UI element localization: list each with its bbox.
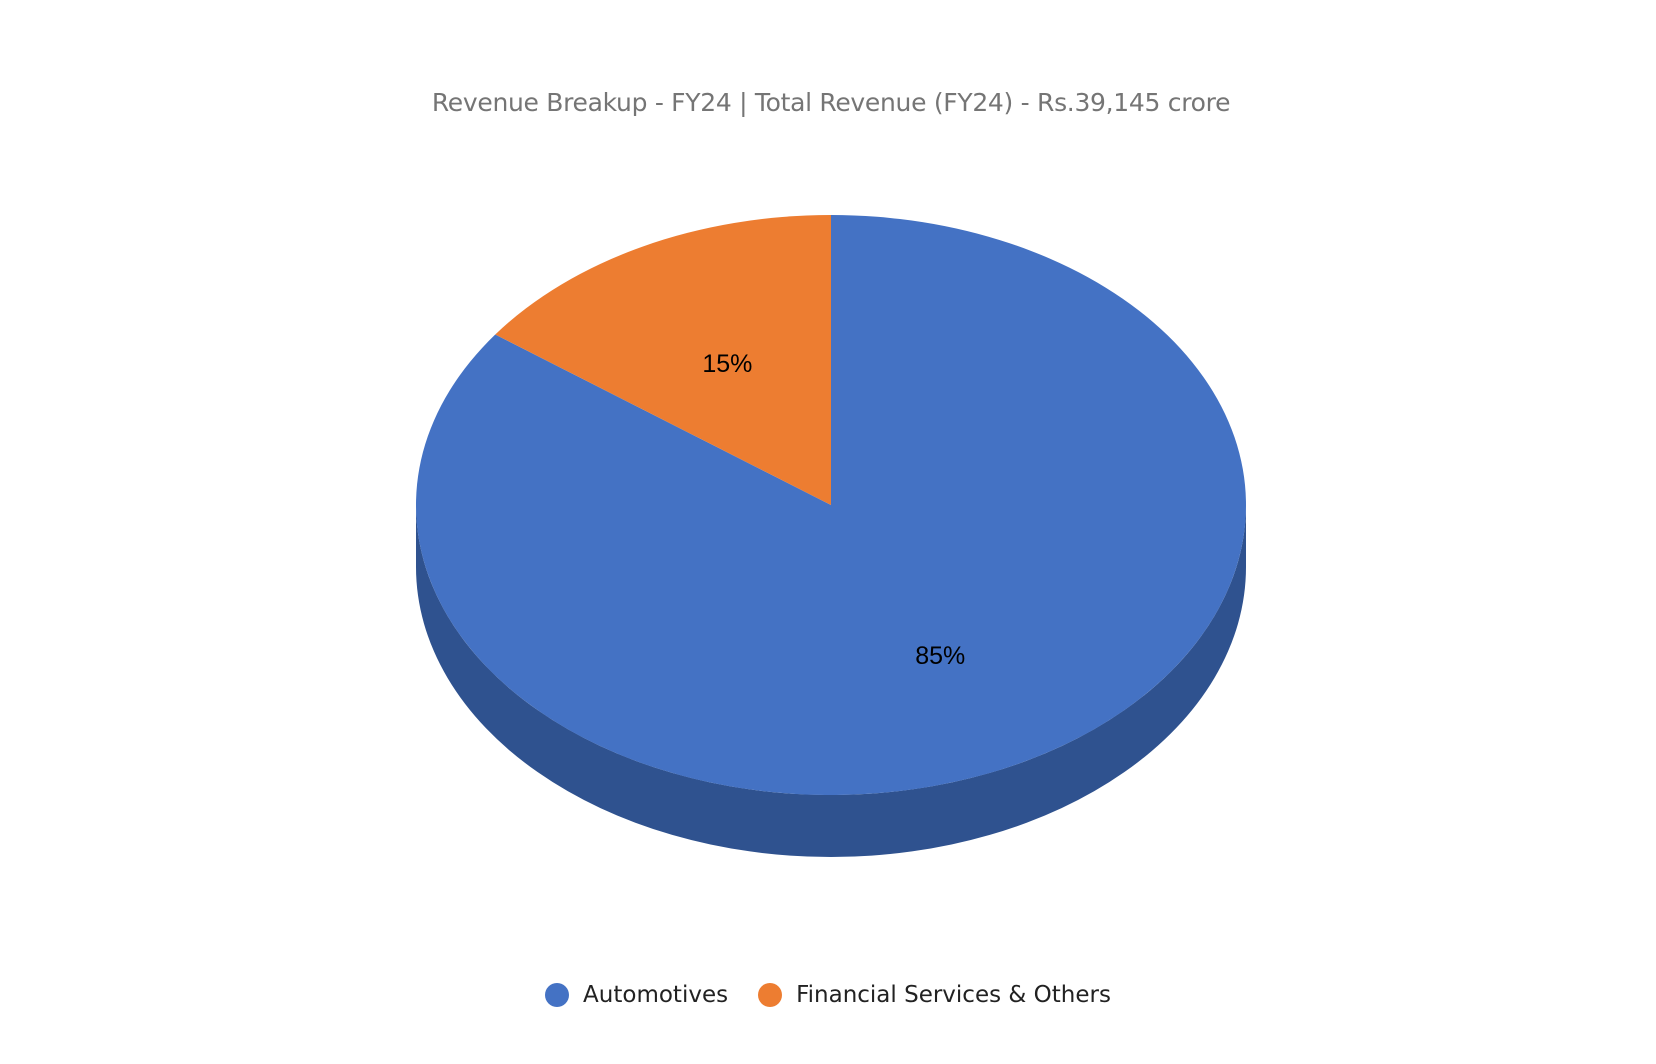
legend: Automotives Financial Services & Others [0,982,1656,1008]
data-label: 15% [702,350,752,378]
data-label: 85% [915,642,965,670]
legend-marker-icon [758,983,783,1007]
slice-automotives[interactable] [415,215,1246,795]
pie-side [416,505,1246,857]
legend-label: Financial Services & Others [796,982,1111,1008]
legend-item-financial-services[interactable]: Financial Services & Others [758,982,1111,1008]
legend-item-automotives[interactable]: Automotives [545,982,728,1008]
slice-financial-services[interactable] [495,215,831,505]
legend-marker-icon [545,983,570,1007]
legend-label: Automotives [583,982,729,1008]
chart-title: Revenue Breakup - FY24 | Total Revenue (… [431,88,1231,117]
